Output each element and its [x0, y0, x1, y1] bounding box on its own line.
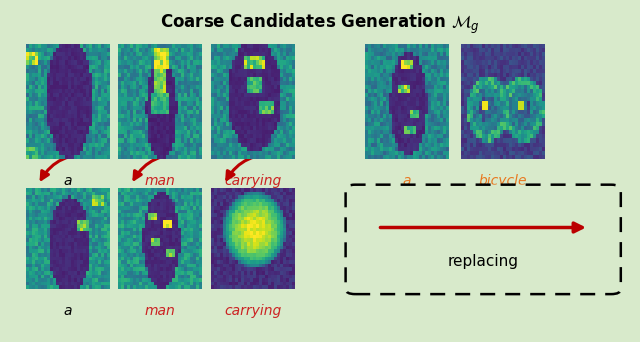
- FancyBboxPatch shape: [346, 185, 621, 294]
- FancyArrowPatch shape: [41, 155, 93, 179]
- Text: replacing: replacing: [448, 254, 518, 269]
- FancyArrowPatch shape: [134, 155, 186, 179]
- Text: man: man: [145, 304, 175, 318]
- Text: Coarse Candidates Generation $\mathcal{M}_g$: Coarse Candidates Generation $\mathcal{M…: [160, 12, 480, 36]
- FancyArrowPatch shape: [380, 223, 582, 232]
- Text: man: man: [145, 174, 175, 188]
- Text: a: a: [63, 304, 72, 318]
- Text: a: a: [402, 174, 411, 188]
- FancyArrowPatch shape: [227, 155, 279, 179]
- Text: a: a: [63, 174, 72, 188]
- Text: bicycle: bicycle: [478, 174, 527, 188]
- Text: carrying: carrying: [224, 174, 282, 188]
- Text: carrying: carrying: [224, 304, 282, 318]
